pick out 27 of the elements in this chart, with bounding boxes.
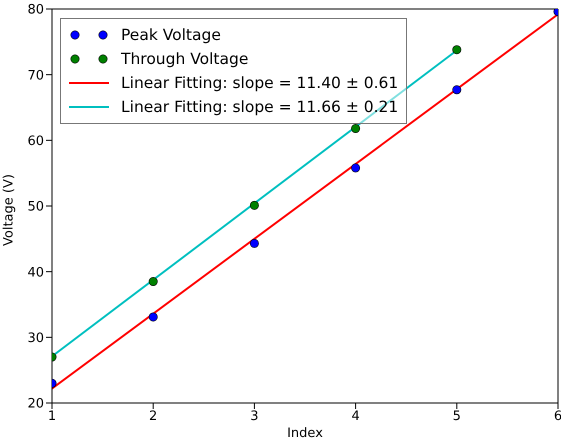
x-tick-label: 2: [149, 409, 158, 424]
y-axis-title: Voltage (V): [2, 174, 17, 246]
x-tick-label: 3: [250, 409, 259, 424]
y-tick-label: 80: [27, 2, 44, 18]
y-tick-label: 60: [27, 134, 44, 149]
point: [148, 277, 158, 286]
legend-label: Peak Voltage: [121, 25, 221, 46]
y-tick-label: 70: [27, 68, 44, 84]
legend-label: Through Voltage: [121, 49, 248, 70]
point: [452, 85, 462, 94]
x-tick-label: 5: [452, 409, 461, 424]
y-tick-label: 20: [27, 396, 44, 412]
point: [351, 163, 360, 172]
y-tick-label: 30: [27, 330, 44, 346]
x-tick-label: 1: [48, 409, 56, 424]
legend-label: Linear Fitting: slope = 11.66 ± 0.21: [121, 97, 398, 118]
point: [452, 45, 462, 54]
y-tick-label: 50: [27, 200, 44, 215]
y-tick-label: 40: [27, 265, 44, 280]
point: [250, 200, 259, 210]
point: [148, 312, 158, 322]
x-tick-label: 4: [351, 409, 360, 424]
point: [351, 124, 360, 134]
point: [250, 238, 259, 248]
legend-label: Linear Fitting: slope = 11.40 ± 0.61: [121, 73, 398, 94]
x-axis-title: Index: [287, 426, 324, 441]
x-tick-label: 6: [554, 409, 561, 424]
